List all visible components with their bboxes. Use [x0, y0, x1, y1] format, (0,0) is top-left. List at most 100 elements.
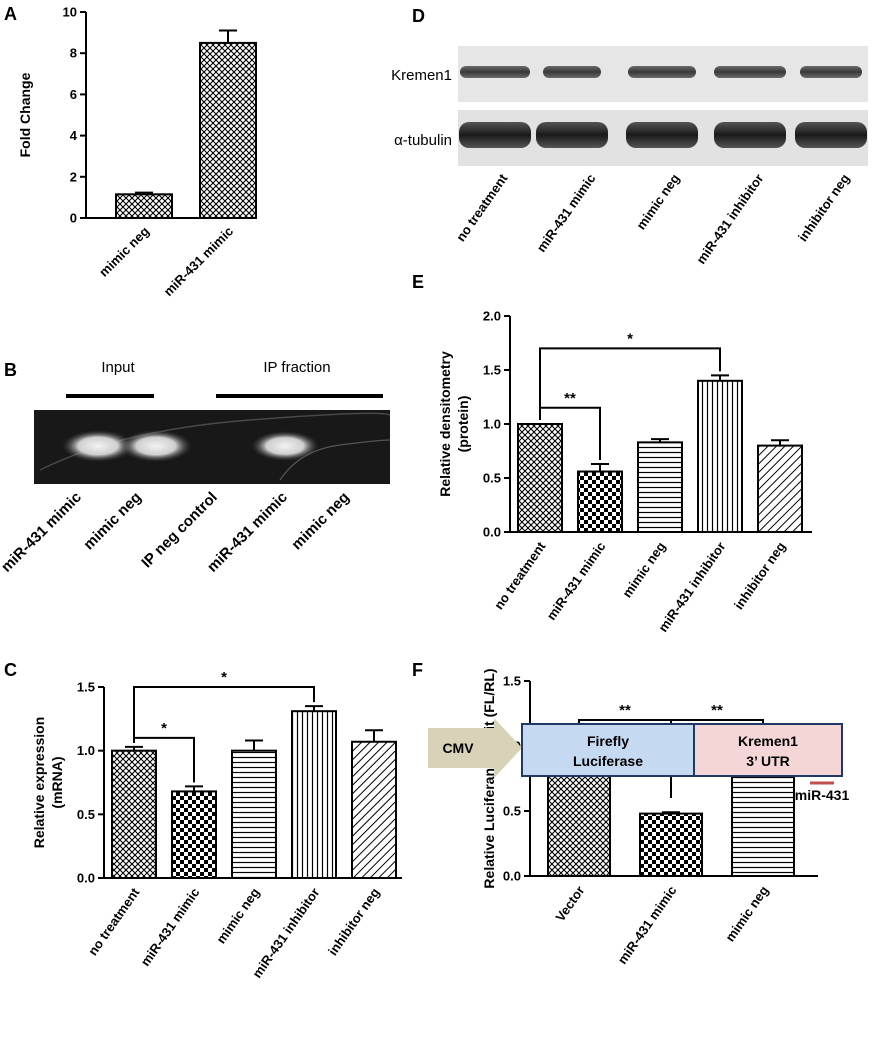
- x-category-label: mimic neg: [619, 539, 668, 600]
- kremen1-band: [800, 66, 862, 78]
- panel-letter-d: D: [412, 6, 425, 26]
- tubulin-band: [459, 122, 531, 148]
- chart-c: 0.0 0.5 1.0 1.5 Relative expression (mRNA) no …: [31, 669, 402, 981]
- blot-lane-label: mimic neg: [633, 171, 682, 232]
- bar: [199, 41, 257, 220]
- blot-row-label-kremen1: Kremen1: [391, 67, 452, 84]
- y-tick-label: 1.5: [483, 363, 501, 378]
- y-tick-label: 1.5: [503, 674, 521, 689]
- bar: [637, 441, 683, 533]
- bar: [291, 710, 337, 880]
- blot-lane-labels: no treatment miR-431 mimic mimic neg miR-43…: [453, 171, 852, 267]
- cmv-label: CMV: [442, 740, 474, 756]
- x-category-label: no treatment: [85, 885, 143, 959]
- x-category-label: miR-431 mimic: [138, 885, 203, 969]
- x-category-label: miR-431 mimic: [615, 883, 680, 967]
- significance-label: **: [564, 390, 576, 407]
- tubulin-band: [626, 122, 698, 148]
- gel-lane-label: mimic neg: [288, 489, 352, 553]
- kremen1-band: [628, 66, 696, 78]
- kremen1-band: [543, 66, 601, 78]
- x-category-label: mimic neg: [213, 885, 262, 946]
- bar: [577, 470, 623, 533]
- gel-band: [251, 431, 319, 461]
- y-tick-label: 1.5: [77, 680, 95, 695]
- y-axis-title: Relative expression: [31, 717, 47, 849]
- kremen1-band: [460, 66, 530, 78]
- y-axis-title: Fold Change: [17, 72, 33, 157]
- x-category-label: miR-431 mimic: [161, 224, 236, 299]
- tubulin-band: [714, 122, 786, 148]
- y-tick-label: 0.0: [503, 869, 521, 884]
- bar: [231, 749, 277, 880]
- bar: [639, 812, 703, 877]
- kremen1-band: [714, 66, 786, 78]
- bar: [171, 790, 217, 879]
- blot-row-label-tubulin: α-tubulin: [394, 132, 452, 149]
- y-tick-label: 2: [70, 169, 77, 184]
- significance-label: *: [161, 720, 167, 737]
- y-tick-label: 4: [70, 128, 78, 143]
- bar: [697, 379, 743, 533]
- kremen1-utr-box: [693, 723, 843, 777]
- panel-letter-a: A: [4, 4, 17, 24]
- gel-panel: Input IP fraction: [34, 359, 391, 484]
- significance-label: **: [711, 702, 723, 719]
- significance-bracket: [133, 686, 315, 743]
- y-tick-label: 0.5: [77, 807, 95, 822]
- gel-band: [120, 430, 192, 462]
- chart-a: 0 2 4 6 8 10 Fold Change mimic neg miR-431 mimic: [17, 5, 257, 299]
- y-tick-label: 6: [70, 87, 77, 102]
- y-tick-label: 10: [63, 5, 77, 20]
- construct-diagram: CMV Firefly Luciferase Kremen1 3’ UTR mi…: [428, 718, 849, 803]
- blot-lane-label: inhibitor neg: [795, 171, 852, 244]
- panel-letter-c: C: [4, 660, 17, 680]
- box2-line2: 3’ UTR: [746, 753, 790, 769]
- blot-bands: [459, 66, 867, 148]
- y-tick-label: 2.0: [483, 309, 501, 324]
- x-category-label: inhibitor neg: [731, 539, 788, 612]
- gel-streak: [279, 439, 391, 481]
- gel-band: [62, 430, 134, 462]
- bar: [351, 740, 397, 880]
- x-category-label: miR-431 inhibitor: [249, 885, 322, 981]
- box1-line2: Luciferase: [573, 753, 643, 769]
- chart-e: 0.0 0.5 1.0 1.5 2.0 Relative densitometry (pro…: [437, 309, 812, 635]
- bar: [517, 423, 563, 533]
- panel-letter-e: E: [412, 272, 424, 292]
- tubulin-band: [536, 122, 608, 148]
- bar: [757, 444, 803, 534]
- x-category-label: Vector: [552, 883, 587, 924]
- y-axis-title: (protein): [455, 396, 471, 453]
- blot-lane-label: no treatment: [453, 171, 511, 245]
- y-tick-label: 0.5: [503, 804, 521, 819]
- cmv-promoter-arrow: [428, 718, 522, 778]
- x-category-label: inhibitor neg: [325, 885, 382, 958]
- x-category-label: mimic neg: [722, 883, 771, 944]
- y-tick-label: 1.0: [77, 743, 95, 758]
- box2-line1: Kremen1: [738, 733, 798, 749]
- x-category-label: mimic neg: [96, 223, 152, 279]
- gel-lane-label: miR-431 mimic: [0, 489, 85, 576]
- bar: [115, 193, 173, 219]
- y-tick-label: 0.5: [483, 471, 501, 486]
- x-category-label: no treatment: [491, 539, 549, 613]
- significance-bracket: [539, 347, 721, 420]
- panel-letter-f: F: [412, 660, 423, 680]
- y-tick-label: 0.0: [77, 871, 95, 886]
- significance-label: *: [627, 330, 633, 347]
- y-tick-label: 0: [70, 211, 77, 226]
- bar: [111, 749, 157, 880]
- y-axis-title: Relative Luciferance Unit (FL/RL): [481, 668, 497, 888]
- gel-group-label-ip: IP fraction: [263, 359, 330, 376]
- blot-lane-label: miR-431 inhibitor: [693, 171, 766, 267]
- tubulin-band: [795, 122, 867, 148]
- x-category-label: miR-431 mimic: [544, 539, 609, 623]
- blot-lane-label: miR-431 mimic: [534, 171, 599, 255]
- x-category-label: miR-431 inhibitor: [655, 539, 728, 635]
- y-tick-label: 0.0: [483, 525, 501, 540]
- box1-line1: Firefly: [587, 733, 629, 749]
